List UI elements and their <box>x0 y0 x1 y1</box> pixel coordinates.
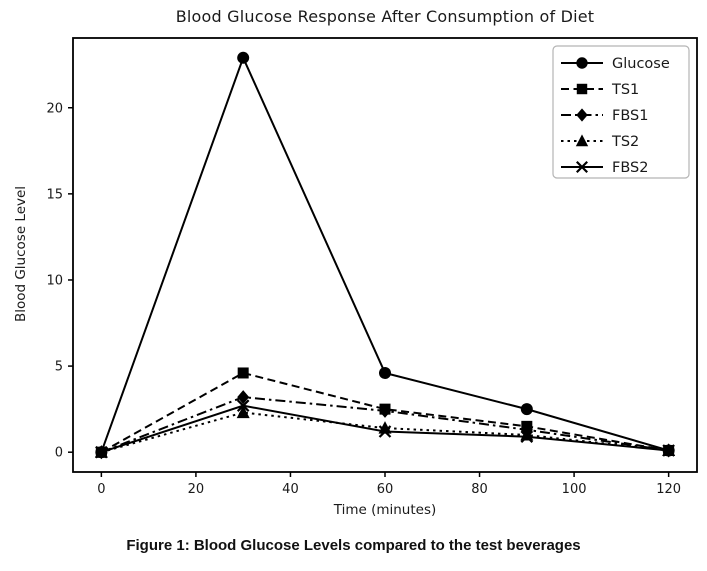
series-Glucose-circle-marker-icon <box>379 366 391 379</box>
x-axis-label: Time (minutes) <box>333 502 437 518</box>
legend-TS2-triangle-marker-icon <box>575 134 589 147</box>
series-FBS2-x-marker-icon <box>662 444 675 457</box>
series-TS1-square-marker-icon <box>237 367 249 379</box>
legend-label-Glucose: Glucose <box>612 56 670 72</box>
series-FBS1-diamond-marker-icon <box>379 403 391 418</box>
series-line-TS2 <box>101 411 669 454</box>
chart-title: Blood Glucose Response After Consumption… <box>175 7 595 26</box>
x-tick-label: 100 <box>562 482 587 497</box>
series-FBS2-x-marker-icon <box>520 430 534 443</box>
y-tick-label: 15 <box>46 187 63 202</box>
legend-item-Glucose: Glucose <box>561 56 670 72</box>
series-FBS2 <box>95 399 675 459</box>
legend-TS1-square-marker-icon <box>576 83 588 95</box>
legend-FBS1-diamond-marker-icon <box>576 108 588 122</box>
x-tick-label: 120 <box>656 482 681 497</box>
legend-item-TS2: TS2 <box>561 134 639 150</box>
series-TS2-triangle-marker-icon <box>236 405 250 419</box>
x-tick-label: 0 <box>97 482 105 497</box>
legend-Glucose-circle-marker-icon <box>576 57 588 69</box>
legend-item-FBS1: FBS1 <box>561 108 648 124</box>
series-Glucose-circle-marker-icon <box>520 403 533 416</box>
legend-label-FBS1: FBS1 <box>612 108 648 124</box>
line-chart: 0 20 40 60 80 100 120 0 5 10 15 20 Glucose TS1 FBS1 TS2… <box>46 37 698 497</box>
legend-FBS2-x-marker-icon <box>575 160 589 174</box>
legend-item-FBS2: FBS2 <box>561 160 648 176</box>
x-tick-label: 20 <box>188 482 205 497</box>
x-tick-label: 60 <box>377 482 394 497</box>
x-tick-label: 80 <box>471 482 488 497</box>
y-tick-label: 20 <box>46 101 63 116</box>
y-tick-label: 10 <box>46 273 63 288</box>
figure-caption: Figure 1: Blood Glucose Levels compared … <box>126 537 581 554</box>
y-axis-label: Blood Glucose Level <box>13 185 29 323</box>
series-FBS2-x-marker-icon <box>236 399 250 412</box>
legend-item-TS1: TS1 <box>561 82 639 98</box>
legend-label-TS2: TS2 <box>611 134 639 150</box>
legend-label-TS1: TS1 <box>611 82 639 98</box>
y-tick-label: 5 <box>55 360 63 375</box>
series-Glucose-circle-marker-icon <box>237 51 250 64</box>
legend: Glucose TS1 FBS1 TS2 FBS2 <box>552 45 690 179</box>
series-FBS2-x-marker-icon <box>378 425 392 438</box>
y-tick-label: 0 <box>55 446 63 461</box>
x-tick-label: 40 <box>282 482 299 497</box>
series-FBS1-diamond-marker-icon <box>237 390 250 405</box>
series-FBS2-x-marker-icon <box>95 445 108 459</box>
legend-label-FBS2: FBS2 <box>612 160 648 176</box>
